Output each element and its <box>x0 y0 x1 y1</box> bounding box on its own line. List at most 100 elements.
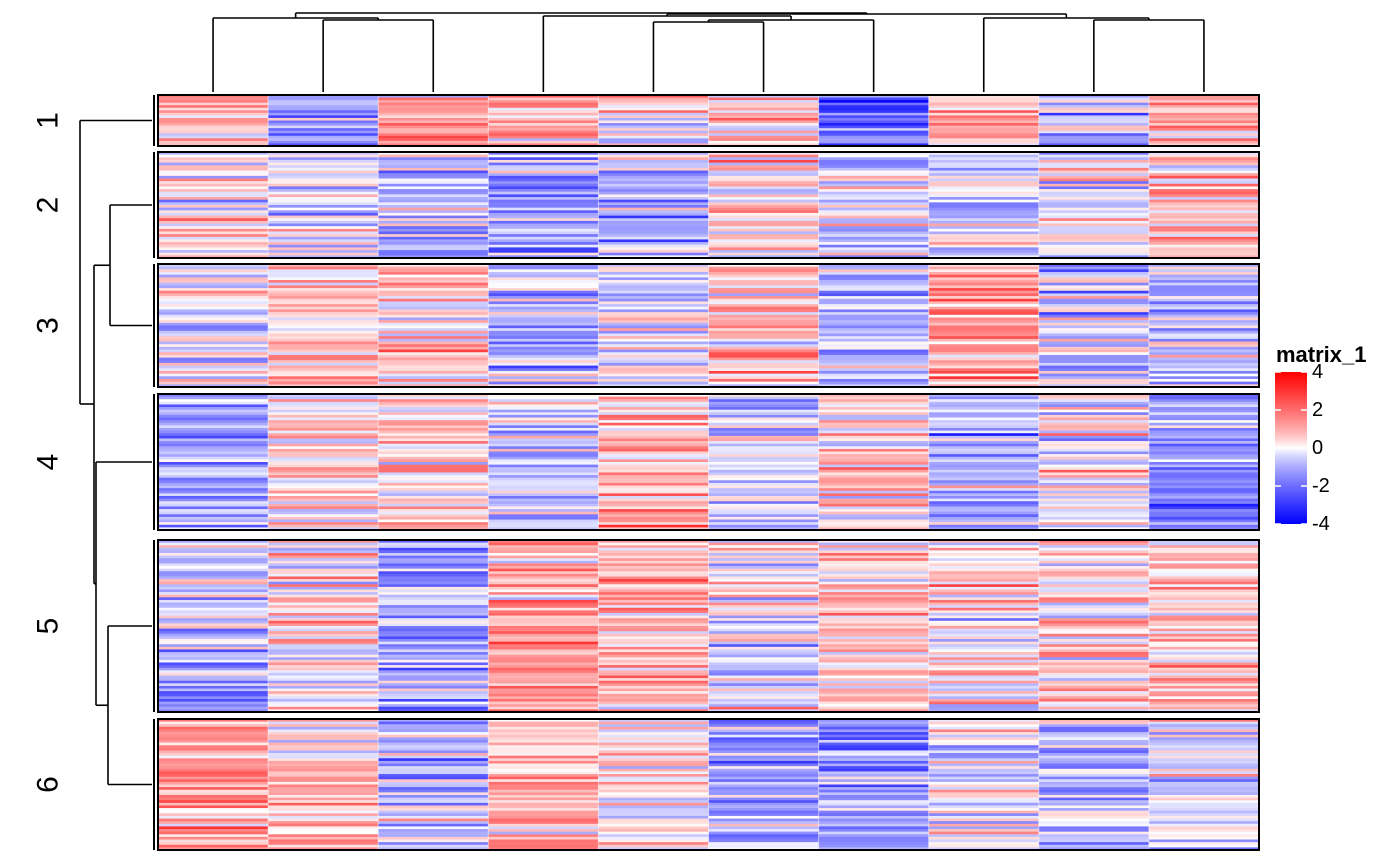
heatmap-cell <box>818 162 930 166</box>
heatmap-cell <box>1148 117 1260 121</box>
heatmap-cell <box>818 138 930 142</box>
heatmap-cell <box>488 344 599 348</box>
heatmap-cell <box>378 301 489 305</box>
heatmap-cell <box>708 178 819 182</box>
heatmap-cell <box>268 404 379 408</box>
heatmap-cell <box>268 698 379 702</box>
heatmap-cell <box>268 247 379 251</box>
heatmap-cell <box>1148 719 1260 723</box>
heatmap-cell <box>818 612 930 616</box>
heatmap-cell <box>1148 135 1260 139</box>
heatmap-cell <box>378 571 489 575</box>
heatmap-cell <box>708 501 819 505</box>
heatmap-cell <box>488 314 599 318</box>
heatmap-cell <box>708 223 819 227</box>
heatmap-cell <box>598 242 709 246</box>
heatmap-cell <box>1148 409 1260 413</box>
heatmap-cell <box>378 657 489 661</box>
heatmap-cell <box>488 365 599 369</box>
heatmap-cell <box>268 558 379 562</box>
heatmap-cell <box>1148 514 1260 518</box>
heatmap-cell <box>488 472 599 476</box>
heatmap-cell <box>378 667 489 671</box>
heatmap-cell <box>598 810 709 814</box>
heatmap-cell <box>598 594 709 598</box>
heatmap-cell <box>1038 568 1150 572</box>
heatmap-cell <box>1038 215 1150 219</box>
heatmap-cell <box>598 333 709 337</box>
heatmap-cell <box>158 760 269 764</box>
heatmap-cell <box>928 138 1040 142</box>
heatmap-cell <box>1148 787 1260 791</box>
heatmap-cell <box>598 698 709 702</box>
heatmap-cell <box>378 506 489 510</box>
heatmap-cell <box>158 417 269 421</box>
heatmap-cell <box>268 443 379 447</box>
heatmap-cell <box>928 584 1040 588</box>
heatmap-cell <box>708 373 819 377</box>
heatmap-cell <box>488 685 599 689</box>
heatmap-cell <box>488 784 599 788</box>
heatmap-cell <box>928 469 1040 473</box>
heatmap-cell <box>598 181 709 185</box>
heatmap-cell <box>708 441 819 445</box>
heatmap-cell <box>158 368 269 372</box>
heatmap-cell <box>708 721 819 725</box>
heatmap-cell <box>708 162 819 166</box>
heatmap-cell <box>598 189 709 193</box>
heatmap-cell <box>708 654 819 658</box>
heatmap-cell <box>488 441 599 445</box>
heatmap-cell <box>378 459 489 463</box>
heatmap-cell <box>488 758 599 762</box>
heatmap-cell <box>1038 789 1150 793</box>
heatmap-cell <box>818 654 930 658</box>
heatmap-cell <box>928 641 1040 645</box>
heatmap-cell <box>268 282 379 286</box>
heatmap-cell <box>378 691 489 695</box>
heatmap-cell <box>378 732 489 736</box>
heatmap-cell <box>818 581 930 585</box>
heatmap-cell <box>488 349 599 353</box>
heatmap-cell <box>598 693 709 697</box>
heatmap-cell <box>158 592 269 596</box>
heatmap-cell <box>818 226 930 230</box>
heatmap-cell <box>928 615 1040 619</box>
heatmap-cell <box>708 135 819 139</box>
heatmap-cell <box>378 226 489 230</box>
heatmap-cell <box>378 800 489 804</box>
heatmap-cell <box>818 464 930 468</box>
heatmap-cell <box>928 524 1040 528</box>
heatmap-cell <box>928 433 1040 437</box>
heatmap-cell <box>378 675 489 679</box>
heatmap-cell <box>488 545 599 549</box>
heatmap-cell <box>378 626 489 630</box>
heatmap-cell <box>818 680 930 684</box>
heatmap-cell <box>268 202 379 206</box>
heatmap-cell <box>708 701 819 705</box>
heatmap-cell <box>158 704 269 708</box>
heatmap-cell <box>818 454 930 458</box>
heatmap-cell <box>1038 285 1150 289</box>
heatmap-cell <box>1148 285 1260 289</box>
heatmap-cell <box>598 558 709 562</box>
heatmap-cell <box>708 100 819 104</box>
heatmap-cell <box>1148 734 1260 738</box>
heatmap-cell <box>598 691 709 695</box>
heatmap-cell <box>818 657 930 661</box>
heatmap-cell <box>158 143 269 147</box>
heatmap-cell <box>268 545 379 549</box>
heatmap-cell <box>268 362 379 366</box>
heatmap-cell <box>1038 269 1150 273</box>
heatmap-cell <box>488 346 599 350</box>
heatmap-cell <box>488 394 599 398</box>
heatmap-cell <box>1148 826 1260 830</box>
heatmap-cell <box>158 95 269 98</box>
heatmap-cell <box>928 336 1040 340</box>
heatmap-cell <box>268 662 379 666</box>
heatmap-cell <box>928 842 1040 846</box>
heatmap-cell <box>1038 724 1150 728</box>
heatmap-cell <box>378 280 489 284</box>
heatmap-cell <box>928 183 1040 187</box>
heatmap-cell <box>708 344 819 348</box>
heatmap-cell <box>268 701 379 705</box>
